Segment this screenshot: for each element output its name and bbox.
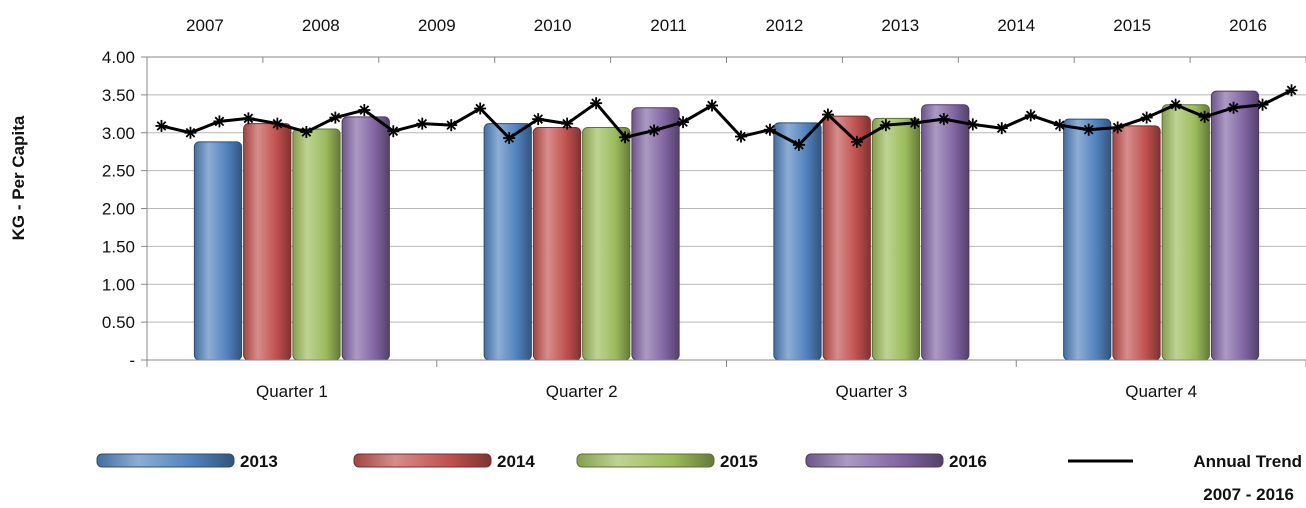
bar-2013 bbox=[193, 141, 243, 361]
trend-point bbox=[1285, 84, 1298, 97]
bar-2016 bbox=[1210, 90, 1260, 361]
legend-swatch-2013 bbox=[96, 453, 235, 468]
legend-label-2014: 2014 bbox=[497, 452, 535, 471]
bar-2014 bbox=[532, 126, 582, 361]
bar-2015 bbox=[1161, 104, 1210, 361]
legend-label-2016: 2016 bbox=[949, 452, 987, 471]
bar-2015 bbox=[871, 117, 921, 361]
y-tick-label: 2.50 bbox=[102, 162, 135, 181]
legend-swatch-2016 bbox=[805, 453, 944, 468]
y-tick-label: 4.00 bbox=[102, 48, 135, 67]
trend-point bbox=[1169, 98, 1182, 111]
x-tick-label: Quarter 4 bbox=[1125, 382, 1197, 401]
trend-point bbox=[1111, 121, 1124, 134]
trend-point bbox=[532, 113, 545, 126]
trend-point bbox=[966, 118, 979, 131]
legend-label-trend: Annual Trend bbox=[1193, 452, 1302, 471]
trend-point bbox=[619, 131, 632, 144]
axes: - 0.50 1.00 1.50 2.00 2.50 3.00 3.50 4.00 Quarter… bbox=[102, 16, 1306, 401]
trend-point bbox=[474, 102, 487, 115]
secondary-x-tick-label: 2012 bbox=[766, 16, 804, 35]
x-tick-label: Quarter 3 bbox=[835, 382, 907, 401]
y-tick-label: 0.50 bbox=[102, 313, 135, 332]
y-axis-label: KG - Per Capita bbox=[9, 115, 28, 240]
x-tick-label: Quarter 2 bbox=[546, 382, 618, 401]
trend-point bbox=[213, 115, 226, 128]
secondary-x-tick-label: 2009 bbox=[418, 16, 456, 35]
trend-point bbox=[1053, 119, 1066, 132]
secondary-x-tick-label: 2013 bbox=[881, 16, 919, 35]
bar-2013 bbox=[773, 122, 822, 361]
trend-point bbox=[445, 119, 458, 132]
trend-point bbox=[1024, 109, 1037, 122]
trend-point bbox=[1140, 111, 1153, 124]
bar-2016 bbox=[341, 116, 390, 361]
trend-point bbox=[706, 99, 719, 112]
secondary-x-tick-label: 2011 bbox=[650, 16, 687, 35]
trend-point bbox=[1256, 98, 1269, 111]
trend-point bbox=[995, 122, 1008, 135]
y-tick-label: 1.00 bbox=[102, 275, 135, 294]
trend-point bbox=[937, 113, 950, 126]
legend-label-2015: 2015 bbox=[720, 452, 758, 471]
trend-line bbox=[161, 88, 1293, 147]
bar-2015 bbox=[582, 126, 631, 361]
trend-point bbox=[821, 108, 834, 121]
bar-2014 bbox=[243, 123, 292, 361]
bar-2013 bbox=[1063, 118, 1112, 361]
trend-point bbox=[763, 123, 776, 136]
trend-point bbox=[329, 111, 342, 124]
bar-2013 bbox=[483, 123, 532, 361]
legend: 2013 2014 2015 2016 Annual Trend 2007 - 2016 bbox=[96, 452, 1302, 504]
legend-label-2013: 2013 bbox=[240, 452, 278, 471]
trend-point bbox=[358, 104, 371, 117]
secondary-x-tick-label: 2010 bbox=[534, 16, 572, 35]
legend-label-trend-years: 2007 - 2016 bbox=[1203, 485, 1294, 504]
trend-point bbox=[908, 116, 921, 129]
trend-point bbox=[1227, 101, 1240, 114]
trend-point bbox=[242, 112, 255, 125]
trend-point bbox=[734, 130, 747, 143]
trend-point bbox=[792, 138, 805, 151]
trend-point bbox=[1082, 123, 1095, 136]
trend-point bbox=[850, 135, 863, 148]
trend-point bbox=[561, 117, 574, 130]
bars bbox=[193, 90, 1260, 361]
y-tick-label: 3.00 bbox=[102, 124, 135, 143]
bar-2016 bbox=[921, 104, 970, 361]
secondary-x-tick-label: 2015 bbox=[1113, 16, 1151, 35]
bar-2014 bbox=[822, 115, 871, 361]
secondary-x-tick-label: 2014 bbox=[997, 16, 1035, 35]
secondary-x-tick-label: 2016 bbox=[1229, 16, 1267, 35]
bar-2014 bbox=[1112, 125, 1161, 361]
legend-swatch-2014 bbox=[353, 453, 492, 468]
trend-point bbox=[300, 125, 313, 138]
trend-point bbox=[184, 126, 197, 139]
bar-2015 bbox=[292, 128, 341, 361]
trend-point bbox=[155, 119, 168, 132]
secondary-x-tick-label: 2008 bbox=[302, 16, 340, 35]
y-tick-label: 2.00 bbox=[102, 200, 135, 219]
y-tick-label: - bbox=[129, 351, 135, 370]
bar-2016 bbox=[631, 107, 680, 361]
trend-point bbox=[271, 117, 284, 130]
trend-point bbox=[879, 119, 892, 132]
trend-point bbox=[648, 124, 661, 137]
y-tick-label: 3.50 bbox=[102, 86, 135, 105]
legend-swatch-2015 bbox=[576, 453, 715, 468]
secondary-x-tick-label: 2007 bbox=[186, 16, 224, 35]
trend-point bbox=[416, 117, 429, 130]
trend-point bbox=[677, 116, 690, 129]
trend-point bbox=[387, 125, 400, 138]
trend-series bbox=[155, 84, 1298, 151]
x-tick-label: Quarter 1 bbox=[256, 382, 328, 401]
y-tick-label: 1.50 bbox=[102, 237, 135, 256]
trend-point bbox=[590, 97, 603, 110]
trend-point bbox=[503, 132, 516, 145]
trend-point bbox=[1198, 110, 1211, 123]
